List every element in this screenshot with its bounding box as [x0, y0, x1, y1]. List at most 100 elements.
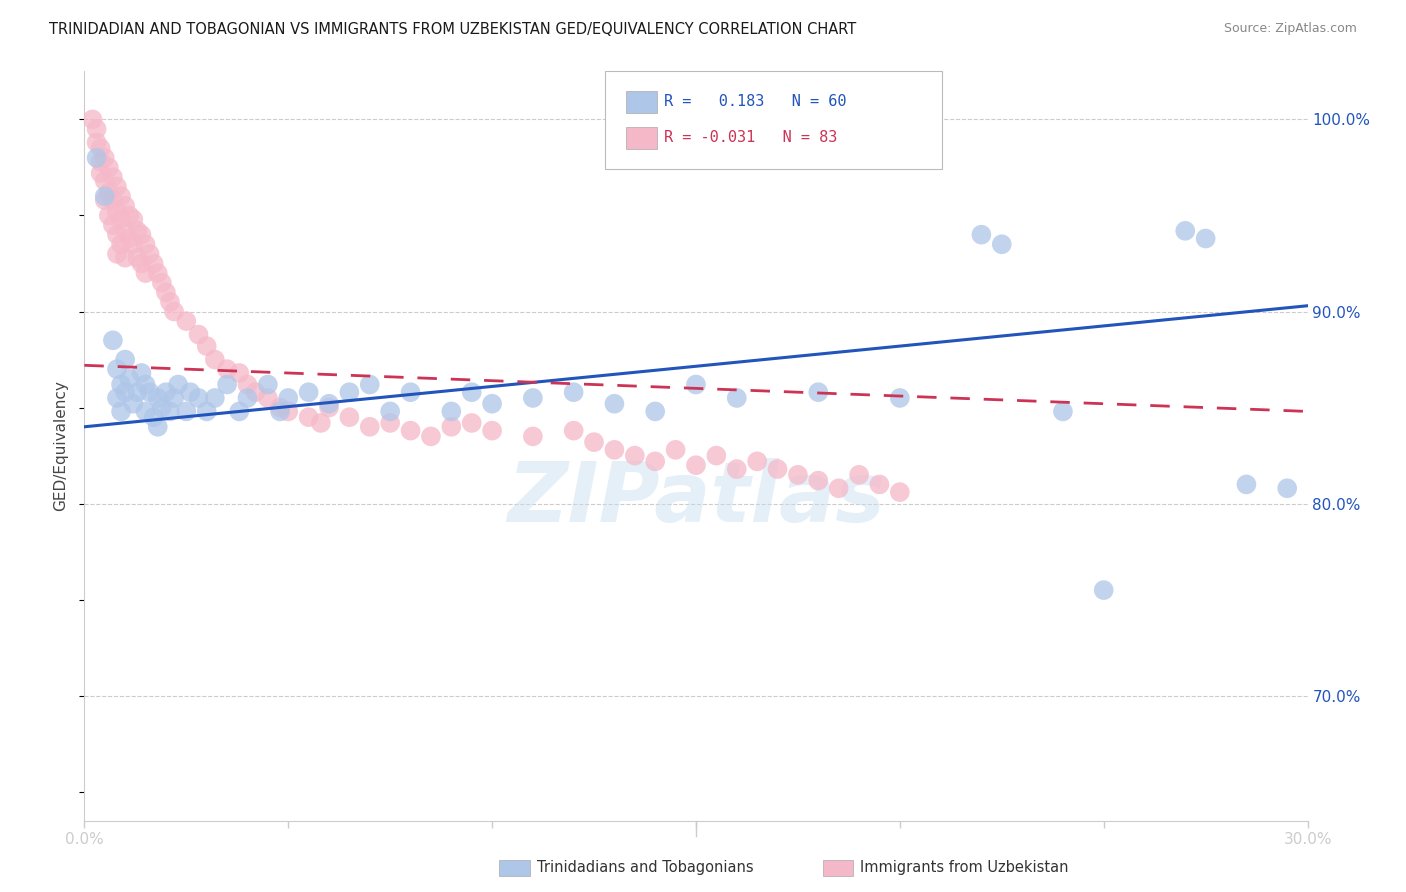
- Point: [747, 454, 769, 468]
- Point: [127, 224, 149, 238]
- Point: [90, 166, 112, 180]
- Point: [82, 112, 104, 127]
- Point: [1277, 481, 1299, 495]
- Point: [159, 404, 181, 418]
- Point: [135, 377, 157, 392]
- Point: [93, 189, 115, 203]
- Point: [105, 204, 128, 219]
- Point: [105, 362, 128, 376]
- Point: [399, 424, 422, 438]
- Point: [1092, 583, 1115, 598]
- Point: [90, 141, 112, 155]
- Point: [204, 352, 226, 367]
- Point: [135, 404, 157, 418]
- Point: [93, 193, 115, 207]
- Point: [118, 231, 141, 245]
- Point: [318, 401, 340, 415]
- Point: [146, 391, 169, 405]
- Point: [97, 186, 120, 200]
- Point: [725, 462, 748, 476]
- Point: [277, 404, 299, 418]
- Point: [1236, 477, 1258, 491]
- Point: [399, 385, 422, 400]
- Point: [131, 227, 153, 242]
- Point: [359, 377, 381, 392]
- Point: [122, 397, 145, 411]
- Point: [105, 227, 128, 242]
- Point: [236, 377, 259, 392]
- Point: [174, 314, 197, 328]
- Point: [135, 237, 157, 252]
- Point: [155, 285, 177, 300]
- Point: [131, 366, 153, 380]
- Point: [86, 136, 108, 150]
- Point: [889, 391, 911, 405]
- Point: [828, 481, 851, 495]
- Point: [131, 256, 153, 270]
- Point: [86, 151, 108, 165]
- Point: [122, 212, 145, 227]
- Point: [142, 256, 165, 270]
- Point: [118, 372, 141, 386]
- Point: [318, 397, 340, 411]
- Point: [807, 385, 830, 400]
- Point: [848, 467, 870, 482]
- Point: [562, 385, 585, 400]
- Point: [97, 209, 120, 223]
- Point: [889, 485, 911, 500]
- Point: [127, 385, 149, 400]
- Point: [583, 435, 606, 450]
- Point: [110, 377, 132, 392]
- Point: [179, 385, 201, 400]
- Text: ZIPatlas: ZIPatlas: [508, 458, 884, 539]
- Point: [150, 401, 173, 415]
- Point: [187, 327, 209, 342]
- Point: [522, 391, 544, 405]
- Point: [114, 352, 136, 367]
- Point: [187, 391, 209, 405]
- Point: [624, 449, 647, 463]
- Point: [991, 237, 1014, 252]
- Point: [195, 404, 218, 418]
- Text: R =   0.183   N = 60: R = 0.183 N = 60: [664, 95, 846, 109]
- Point: [309, 416, 332, 430]
- Point: [138, 247, 160, 261]
- Point: [522, 429, 544, 443]
- Point: [114, 224, 136, 238]
- Point: [105, 391, 128, 405]
- Point: [380, 416, 402, 430]
- Point: [481, 397, 503, 411]
- Point: [114, 251, 136, 265]
- Point: [257, 391, 280, 405]
- Text: Source: ZipAtlas.com: Source: ZipAtlas.com: [1223, 22, 1357, 36]
- Point: [1052, 404, 1074, 418]
- Text: R = -0.031   N = 83: R = -0.031 N = 83: [664, 130, 837, 145]
- Point: [970, 227, 993, 242]
- Point: [105, 179, 128, 194]
- Point: [150, 276, 173, 290]
- Point: [461, 416, 484, 430]
- Point: [725, 391, 748, 405]
- Point: [101, 169, 124, 184]
- Point: [101, 334, 124, 348]
- Point: [277, 391, 299, 405]
- Point: [105, 247, 128, 261]
- Point: [228, 366, 250, 380]
- Point: [1195, 231, 1218, 245]
- Point: [644, 404, 666, 418]
- Point: [90, 154, 112, 169]
- Point: [380, 404, 402, 418]
- Point: [204, 391, 226, 405]
- Point: [245, 385, 267, 400]
- Y-axis label: GED/Equivalency: GED/Equivalency: [53, 381, 69, 511]
- Point: [807, 474, 830, 488]
- Point: [359, 419, 381, 434]
- Point: [685, 377, 707, 392]
- Point: [146, 419, 169, 434]
- Point: [155, 385, 177, 400]
- Text: Trinidadians and Tobagonians: Trinidadians and Tobagonians: [537, 861, 754, 875]
- Point: [138, 385, 160, 400]
- Point: [440, 419, 463, 434]
- Point: [440, 404, 463, 418]
- Point: [195, 339, 218, 353]
